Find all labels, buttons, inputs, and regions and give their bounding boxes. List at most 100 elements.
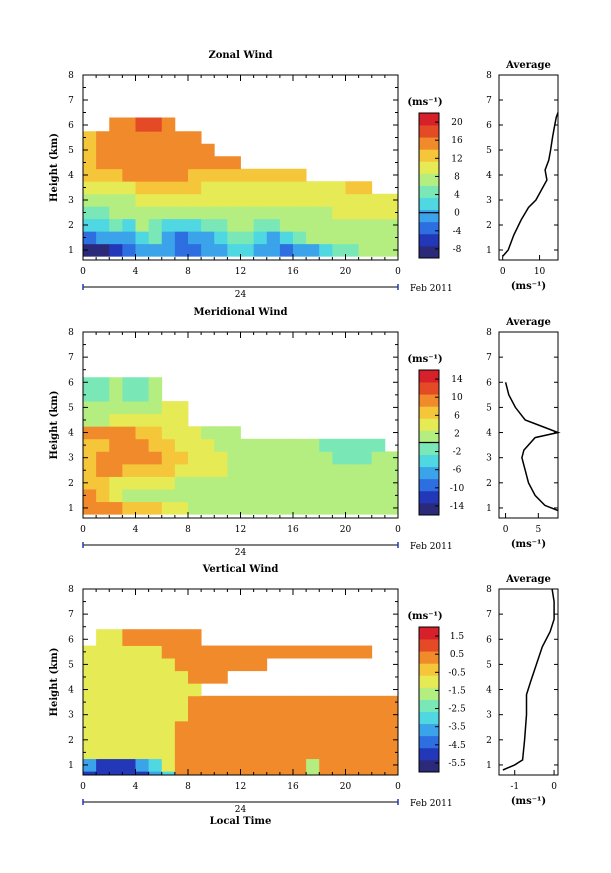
- field-cell: [161, 168, 176, 182]
- field-cell: [135, 501, 150, 515]
- field-cell: [279, 501, 294, 515]
- field-cell: [240, 476, 255, 490]
- field-cell: [135, 758, 150, 772]
- field-cell: [83, 181, 97, 195]
- field-cell: [384, 501, 399, 515]
- profile-x-tick-label: 5: [535, 525, 541, 535]
- field-cell: [306, 438, 320, 452]
- field-cell: [384, 463, 399, 477]
- field-cell: [266, 193, 281, 207]
- field-cell: [306, 733, 320, 747]
- field-cell: [293, 708, 307, 722]
- field-cell: [188, 658, 202, 672]
- field-cell: [384, 218, 399, 232]
- field-cell: [306, 218, 320, 232]
- profile-title: Average: [505, 60, 551, 71]
- field-cell: [293, 218, 307, 232]
- x-tick-label: 0: [395, 267, 401, 277]
- field-cell: [122, 683, 136, 697]
- field-cell: [293, 193, 307, 207]
- profile-y-tick-label: 2: [486, 736, 492, 746]
- field-cell: [122, 426, 136, 440]
- colorbar-swatch: [419, 221, 439, 235]
- field-cell: [240, 243, 255, 257]
- x-tick-label: 8: [185, 525, 191, 535]
- profile-x-tick-label: 0: [551, 782, 557, 792]
- profile-y-tick-label: 3: [486, 196, 492, 206]
- x-tick-label: 4: [133, 782, 139, 792]
- field-cell: [174, 670, 189, 684]
- field-cell: [135, 489, 150, 503]
- profile-y-tick-label: 2: [486, 479, 492, 489]
- panel-1-field: [83, 117, 399, 257]
- x-axis-label: Local Time: [210, 816, 272, 827]
- field-cell: [253, 720, 268, 734]
- field-cell: [135, 193, 150, 207]
- field-cell: [96, 758, 110, 772]
- profile-y-tick-label: 4: [486, 686, 492, 696]
- field-cell: [319, 438, 333, 452]
- field-cell: [174, 181, 189, 195]
- colorbar-swatch: [419, 747, 439, 761]
- field-cell: [227, 720, 241, 734]
- field-cell: [371, 463, 386, 477]
- field-cell: [96, 683, 110, 697]
- field-cell: [240, 645, 255, 659]
- field-cell: [122, 695, 136, 709]
- field-cell: [188, 695, 202, 709]
- field-cell: [96, 463, 110, 477]
- field-cell: [161, 243, 176, 257]
- field-cell: [135, 218, 150, 232]
- field-cell: [174, 746, 189, 760]
- field-cell: [96, 746, 110, 760]
- field-cell: [227, 438, 241, 452]
- field-cell: [83, 720, 97, 734]
- field-cell: [188, 746, 202, 760]
- field-cell: [227, 206, 241, 220]
- field-cell: [253, 501, 268, 515]
- field-cell: [109, 413, 123, 427]
- field-cell: [109, 117, 123, 132]
- field-cell: [83, 695, 97, 709]
- field-cell: [240, 708, 255, 722]
- field-cell: [188, 181, 202, 195]
- field-cell: [214, 231, 228, 245]
- field-cell: [161, 218, 176, 232]
- field-cell: [188, 476, 202, 490]
- field-cell: [135, 708, 150, 722]
- field-cell: [96, 206, 110, 220]
- field-cell: [240, 658, 255, 672]
- field-cell: [319, 193, 333, 207]
- field-cell: [135, 143, 150, 157]
- field-cell: [384, 451, 399, 465]
- profile-y-tick-label: 5: [486, 146, 492, 156]
- profile-axes: [498, 331, 559, 519]
- field-cell: [83, 758, 97, 772]
- field-cell: [96, 218, 110, 232]
- field-cell: [135, 476, 150, 490]
- field-cell: [306, 476, 320, 490]
- field-cell: [96, 695, 110, 709]
- field-cell: [240, 489, 255, 503]
- profile-y-tick-label: 7: [486, 96, 492, 106]
- field-cell: [83, 168, 97, 182]
- y-tick-label: 7: [68, 610, 74, 620]
- field-cell: [345, 733, 360, 747]
- field-cell: [161, 771, 176, 776]
- field-cell: [214, 695, 228, 709]
- field-cell: [201, 733, 215, 747]
- field-cell: [240, 218, 255, 232]
- field-cell: [161, 451, 176, 465]
- colorbar-swatch: [419, 699, 439, 712]
- field-cell: [109, 683, 123, 697]
- field-cell: [371, 720, 386, 734]
- field-cell: [96, 413, 110, 427]
- field-cell: [96, 771, 110, 776]
- field-cell: [83, 733, 97, 747]
- field-cell: [109, 658, 123, 672]
- field-cell: [83, 746, 97, 760]
- field-cell: [358, 746, 373, 760]
- field-cell: [161, 645, 176, 659]
- field-cell: [214, 218, 228, 232]
- field-cell: [188, 168, 202, 182]
